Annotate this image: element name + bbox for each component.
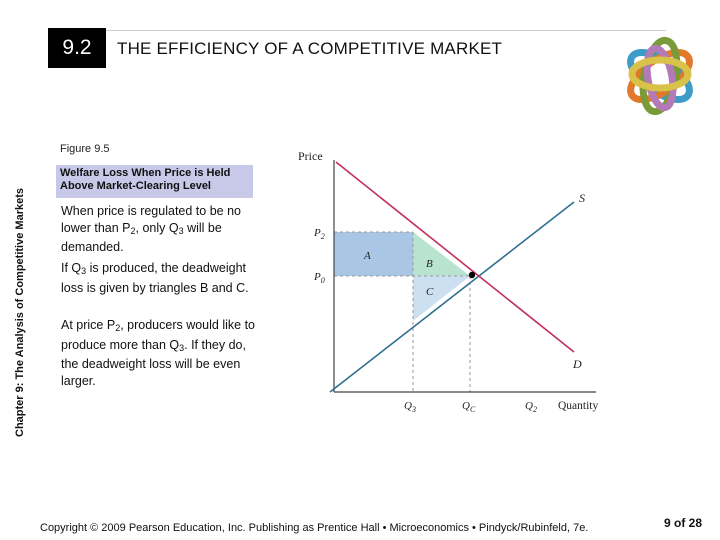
copyright-footer: Copyright © 2009 Pearson Education, Inc.… — [40, 522, 589, 534]
welfare-loss-diagram: Price Quantity S D P2 P0 Q3 QC Q2 A B C — [298, 149, 598, 414]
qc-axis-label: QC — [462, 400, 476, 414]
demand-label: D — [572, 357, 582, 371]
supply-label: S — [579, 191, 585, 205]
area-b-triangle — [413, 232, 470, 276]
chapter-side-label: Chapter 9: The Analysis of Competitive M… — [14, 188, 26, 437]
header-rule — [106, 30, 666, 31]
area-a-rect — [334, 232, 413, 276]
equilibrium-point — [468, 271, 476, 279]
page-number: 9 of 28 — [664, 516, 703, 530]
supply-curve — [329, 201, 575, 393]
demand-curve — [335, 161, 575, 353]
section-number-badge: 9.2 — [48, 28, 106, 68]
slide-title: THE EFFICIENCY OF A COMPETITIVE MARKET — [117, 39, 503, 58]
p2-axis-label: P2 — [313, 227, 325, 241]
explanation-paragraph-2: If Q3 is produced, the deadweight loss i… — [61, 261, 249, 295]
explanation-paragraph-3: At price P2, producers would like to pro… — [61, 318, 255, 388]
q3-axis-label: Q3 — [404, 400, 416, 414]
area-c-triangle — [413, 276, 470, 321]
section-number: 9.2 — [62, 36, 92, 59]
rings-logo-icon — [627, 36, 693, 116]
q2-axis-label: Q2 — [525, 400, 537, 414]
area-c-label: C — [426, 286, 434, 298]
area-a-label: A — [363, 250, 371, 262]
explanation-paragraph-1: When price is regulated to be no lower t… — [61, 204, 241, 254]
figure-caption: Welfare Loss When Price is Held Above Ma… — [56, 165, 253, 198]
x-axis-label: Quantity — [558, 400, 598, 412]
pc-axis-label: P0 — [313, 271, 325, 285]
area-b-label: B — [426, 258, 433, 270]
y-axis-label: Price — [298, 149, 323, 163]
figure-number: Figure 9.5 — [60, 143, 110, 155]
